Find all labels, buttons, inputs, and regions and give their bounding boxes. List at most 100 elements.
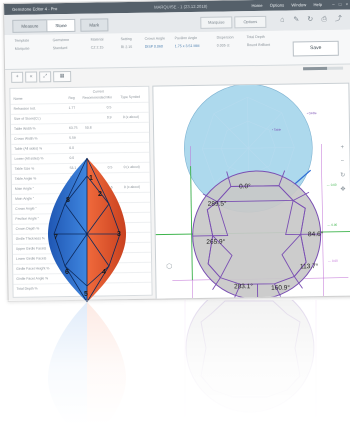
parameters-bar: Template Gemstone Material Setting Crown… <box>4 29 350 70</box>
param-label-crown-angle: Crown Angle <box>144 36 165 41</box>
column-header-name[interactable]: Name <box>13 96 23 101</box>
table-cell-name: Table Size % <box>14 166 35 171</box>
param-material-value[interactable]: CZ 2.15 <box>90 45 104 50</box>
facet-angle-bottom-right[interactable]: 160.9° <box>271 284 290 292</box>
param-pavilion-value[interactable]: 1.75 x 3.51 MM <box>174 43 200 49</box>
facet-angle-top[interactable]: 0.0° <box>239 182 251 190</box>
calculator-icon[interactable]: ▦ <box>53 70 72 83</box>
param-label-material: Material <box>90 37 104 42</box>
options-button[interactable]: Options <box>234 15 267 29</box>
param-label-pavilion-angle: Pavilion Angle <box>174 35 198 41</box>
table-group-header: Current <box>92 89 105 94</box>
template-button[interactable]: Marquise <box>200 16 233 29</box>
gem-left-half <box>48 158 87 302</box>
window-title: Gemstone Editor 4 - Pro <box>12 6 58 12</box>
table-cell-value[interactable]: 63.75 <box>68 125 78 130</box>
window-controls: – □ × <box>329 0 348 10</box>
gem-facet-3: 3 <box>117 231 121 238</box>
menu-home[interactable]: Home <box>251 2 263 9</box>
gem-facet-7: 7 <box>54 234 58 241</box>
edit-icon[interactable]: ✎ <box>293 16 300 24</box>
column-header-min[interactable]: Min <box>106 95 112 100</box>
facet-angle-lower-right[interactable]: 113.7° <box>300 262 319 270</box>
facet-angle-left[interactable]: 265.9° <box>206 238 225 246</box>
table-cell-name: Table (All sides) % <box>14 146 43 151</box>
gem-facet-2: 2 <box>98 191 102 198</box>
table-cell-value[interactable]: 50.8 <box>84 125 92 130</box>
gem-facet-6: 6 <box>65 269 69 276</box>
table-cell-name: Crown Width % <box>14 136 38 141</box>
tab-mark[interactable]: Mark <box>80 18 109 32</box>
table-cell-value[interactable]: 0 (x about) <box>122 114 140 120</box>
table-cell-name: Table Width % <box>13 126 36 131</box>
column-header-type[interactable]: Type Symbol <box>120 94 141 100</box>
zoom-out-icon[interactable]: − <box>340 158 345 165</box>
menu-help[interactable]: Help <box>313 1 323 8</box>
guide-line-right <box>321 144 324 297</box>
viewport-side-tools: + − ↻ ✥ <box>335 144 350 284</box>
rotate-icon[interactable]: ↻ <box>340 172 346 179</box>
pan-icon[interactable]: ✥ <box>340 186 346 193</box>
app-window: Gemstone Editor 4 - Pro MARQUISE - 1 (23… <box>3 0 350 302</box>
gem-right-half <box>87 158 126 302</box>
close-button[interactable]: × <box>345 1 349 7</box>
menu-options[interactable]: Options <box>269 2 285 8</box>
print-icon[interactable]: ⎙ <box>321 15 328 23</box>
facet-angle-upper-left[interactable]: 289.5° <box>208 200 227 208</box>
param-depth-value[interactable]: Round Brilliant <box>246 42 271 48</box>
param-label-template: Template <box>14 38 30 43</box>
marquise-gem: 1 2 3 4 5 6 7 8 <box>48 157 126 303</box>
table-cell-name: Main Angle ° <box>15 196 35 201</box>
param-crown-value[interactable]: DISP 0.060 <box>144 44 164 49</box>
table-cell-value[interactable]: 5.59 <box>69 135 76 140</box>
param-dispersion-value[interactable]: 0.005 ct <box>216 43 230 48</box>
column-header-reg[interactable]: Reg <box>68 95 75 100</box>
param-gemstone-value[interactable]: Standard <box>52 45 68 51</box>
minimize-button[interactable]: – <box>332 1 335 7</box>
home-icon[interactable]: ⌂ <box>280 16 285 24</box>
facet-angle-right[interactable]: 84.6° <box>308 230 324 238</box>
column-header-recommended[interactable]: Recommended <box>82 95 106 100</box>
facet-angle-bottom-left[interactable]: 203.1° <box>234 282 253 290</box>
param-label-setting: Setting <box>120 36 132 42</box>
expand-icon[interactable]: ⤢ <box>39 71 52 83</box>
save-button[interactable]: Save <box>292 40 339 57</box>
param-template-value[interactable]: Marquise <box>14 46 30 51</box>
table-cell-value[interactable]: 0.5 <box>106 105 112 110</box>
crown-marker-label: • Table <box>272 128 281 132</box>
facet-diagram: • Table • Girdle <box>155 83 350 300</box>
green-measure-label-mid: — 0.00 <box>327 223 337 227</box>
pavilion-facets <box>192 170 321 300</box>
param-label-dispersion: Dispersion <box>216 35 234 40</box>
gem-facet-4: 4 <box>102 269 106 276</box>
tab-stone[interactable]: Stone <box>46 18 76 33</box>
vertical-axis <box>190 166 193 281</box>
model-viewport[interactable]: • Table • Girdle <box>152 82 350 300</box>
add-row-icon[interactable]: + <box>11 71 24 83</box>
table-cell-value[interactable]: 0.9 <box>106 115 112 120</box>
table-cell-name: Main Angle ° <box>14 186 35 191</box>
table-cell-value[interactable]: 1.77 <box>68 105 76 110</box>
maximize-button[interactable]: □ <box>338 1 342 7</box>
table-cell-value[interactable]: 0.0 <box>69 145 75 150</box>
table-toolbar: + « ⤢ ▦ <box>5 68 145 84</box>
param-label-gemstone: Gemstone <box>52 37 70 43</box>
menu-window[interactable]: Window <box>291 2 307 8</box>
view-cube-icon[interactable]: ⬡ <box>166 263 173 271</box>
progress-bar <box>303 66 344 71</box>
param-setting-value[interactable]: RI 2.15 <box>120 44 133 50</box>
document-caption: MARQUISE - 1 (23.12.2018) <box>154 3 208 10</box>
girdle-marker-label: • Girdle <box>307 111 317 115</box>
table-cell-name: Crown Depth % <box>15 226 40 231</box>
zoom-in-icon[interactable]: + <box>340 144 345 151</box>
export-icon[interactable]: ⤴ <box>334 15 342 23</box>
refresh-icon[interactable]: ↻ <box>307 16 314 24</box>
tab-measure[interactable]: Measure <box>12 19 48 33</box>
table-cell-name: Total Depth % <box>16 286 38 291</box>
table-cell-name: Refraction Ind. <box>13 106 36 111</box>
table-cell-name: Table Angle % <box>14 176 37 181</box>
first-page-icon[interactable]: « <box>25 71 38 83</box>
table-cell-name: Size of Stone(Ct.) <box>13 116 41 121</box>
gem-facet-1: 1 <box>89 175 93 182</box>
